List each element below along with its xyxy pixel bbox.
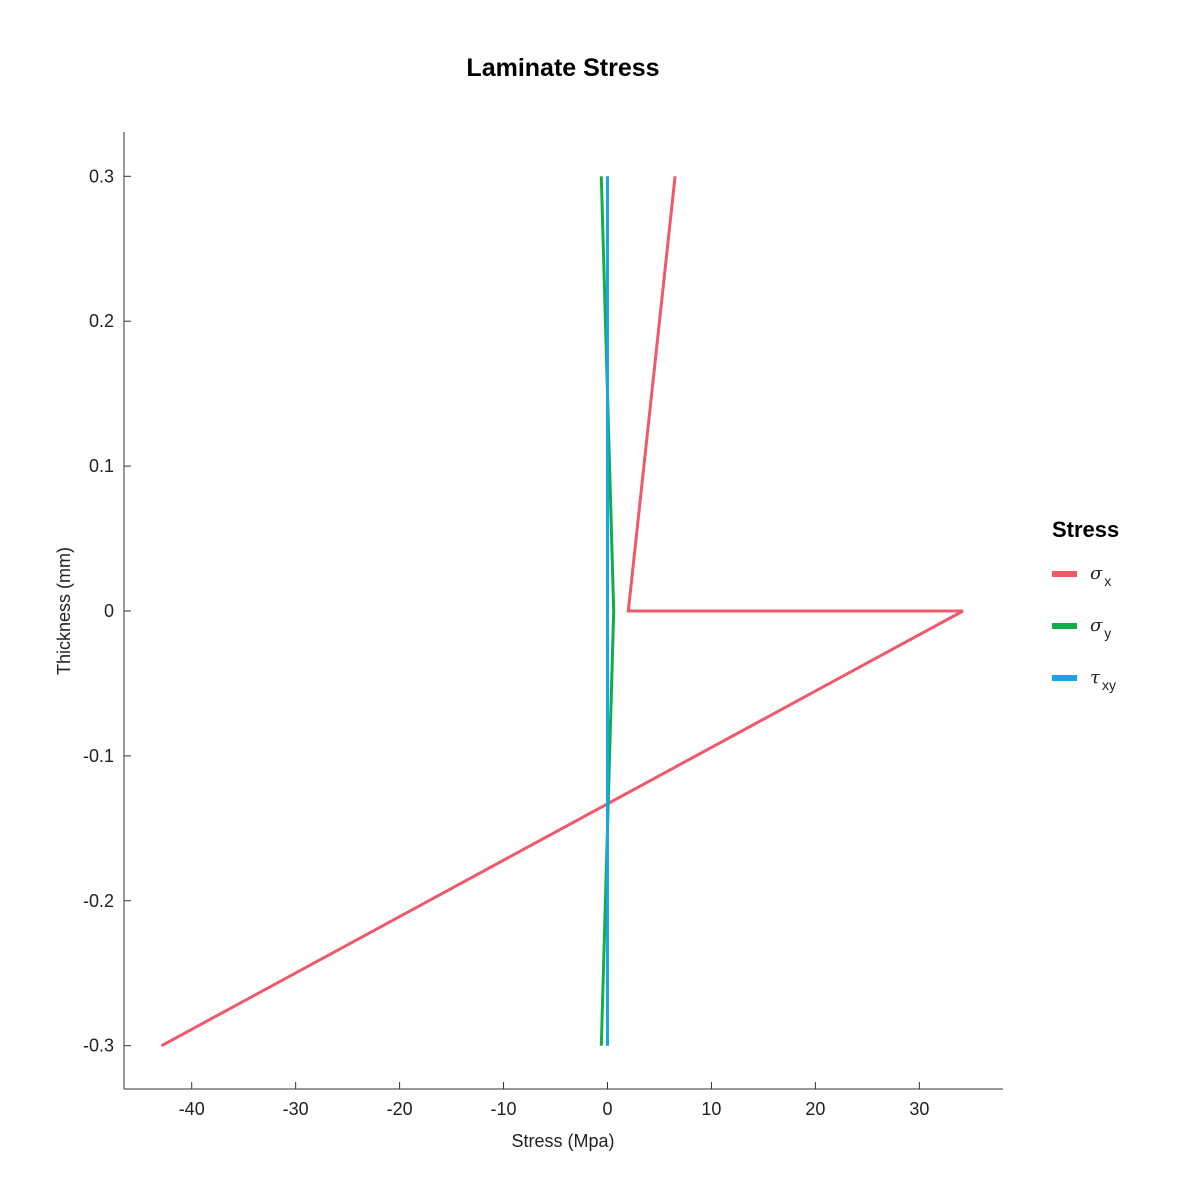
legend-subscript: y	[1104, 625, 1111, 641]
y-tick-label: 0	[104, 601, 114, 621]
x-axis-label: Stress (Mpa)	[511, 1131, 614, 1151]
legend-label-xy: τ xy	[1090, 667, 1116, 693]
x-tick-label: -30	[283, 1099, 309, 1119]
y-tick-label: -0.2	[83, 891, 114, 911]
x-tick-label: -40	[179, 1099, 205, 1119]
data-series	[160, 176, 964, 1048]
x-tick-label: 0	[602, 1099, 612, 1119]
y-tick-label: -0.1	[83, 746, 114, 766]
legend-symbol: σ	[1090, 615, 1103, 636]
legend-subscript: x	[1104, 573, 1111, 589]
y-tick-label: -0.3	[83, 1036, 114, 1056]
x-tick-label: 10	[701, 1099, 721, 1119]
x-tick-label: 20	[805, 1099, 825, 1119]
y-axis-label: Thickness (mm)	[54, 547, 74, 675]
legend-items: σ xσ yτ xy	[1052, 563, 1116, 693]
legend: Stress σ xσ yτ xy	[1052, 517, 1119, 693]
y-tick-label: 0.2	[89, 311, 114, 331]
y-tick-label: 0.1	[89, 456, 114, 476]
series-line-x	[160, 176, 964, 1048]
legend-title: Stress	[1052, 517, 1119, 542]
x-tick-label: 30	[909, 1099, 929, 1119]
x-axis-ticks: -40 -30 -20 -10 0 10 20 30	[179, 1082, 929, 1119]
x-tick-label: -10	[491, 1099, 517, 1119]
y-tick-label: 0.3	[89, 166, 114, 186]
x-tick-label: -20	[387, 1099, 413, 1119]
series-line-y	[599, 176, 616, 1046]
legend-symbol: τ	[1090, 667, 1101, 688]
legend-symbol: σ	[1090, 563, 1103, 584]
legend-subscript: xy	[1102, 677, 1116, 693]
chart-title: Laminate Stress	[466, 54, 659, 82]
y-axis-ticks: 0.3 0.2 0.1 0 -0.1 -0.2 -0.3	[83, 166, 131, 1056]
